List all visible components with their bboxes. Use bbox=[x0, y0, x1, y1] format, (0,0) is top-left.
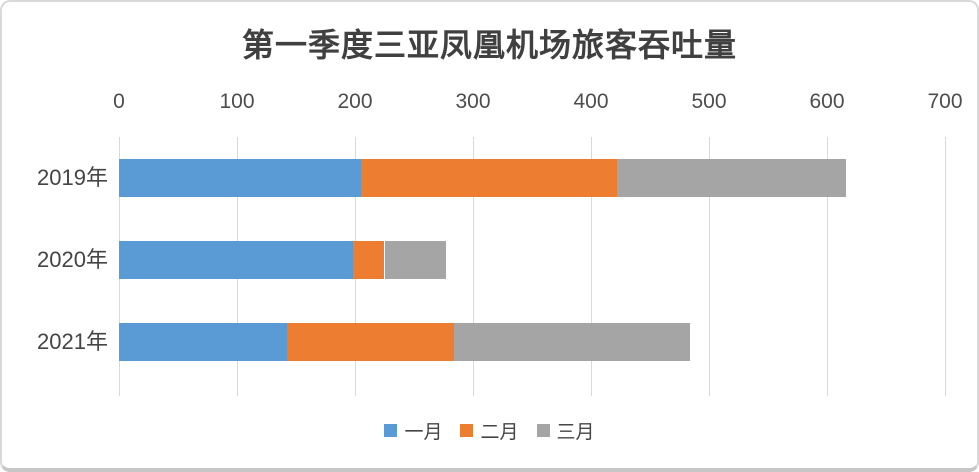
chart-title: 第一季度三亚凤凰机场旅客吞吐量 bbox=[241, 27, 737, 63]
x-axis-tick-label: 100 bbox=[219, 90, 255, 113]
category-label: 2020年 bbox=[37, 247, 108, 272]
bar-segment bbox=[119, 323, 287, 361]
x-axis-tick-label: 600 bbox=[809, 90, 845, 113]
legend: 一月 二月 三月 bbox=[2, 417, 977, 444]
legend-label: 一月 bbox=[404, 422, 443, 443]
bar-segment bbox=[119, 159, 361, 197]
category-label: 2021年 bbox=[37, 329, 108, 354]
legend-item: 三月 bbox=[536, 417, 595, 444]
legend-color-swatch bbox=[536, 424, 550, 437]
gridline bbox=[944, 137, 946, 396]
x-axis-tick-label: 200 bbox=[337, 90, 373, 113]
legend-color-swatch bbox=[384, 424, 398, 437]
gridline bbox=[590, 137, 592, 396]
x-axis-tick-label: 0 bbox=[113, 90, 125, 113]
gridline bbox=[708, 137, 710, 396]
gridline bbox=[472, 137, 474, 396]
x-axis-tick-label: 500 bbox=[691, 90, 727, 113]
x-axis-tick-label: 400 bbox=[573, 90, 609, 113]
legend-item: 一月 bbox=[384, 417, 442, 444]
legend-color-swatch bbox=[460, 424, 474, 437]
gridline bbox=[826, 137, 828, 396]
legend-item: 二月 bbox=[460, 417, 519, 444]
bar-segment bbox=[454, 323, 691, 361]
bar-segment bbox=[384, 241, 446, 279]
legend-label: 三月 bbox=[556, 422, 595, 443]
x-axis-tick-label: 300 bbox=[455, 90, 491, 113]
legend-label: 二月 bbox=[480, 422, 519, 443]
x-axis-tick-label: 700 bbox=[927, 90, 963, 113]
bar-segment bbox=[360, 159, 617, 197]
category-label: 2019年 bbox=[37, 165, 108, 190]
bar-segment bbox=[352, 241, 385, 279]
bar-segment bbox=[286, 323, 455, 361]
bar-segment bbox=[119, 241, 353, 279]
bar-segment bbox=[616, 159, 846, 197]
